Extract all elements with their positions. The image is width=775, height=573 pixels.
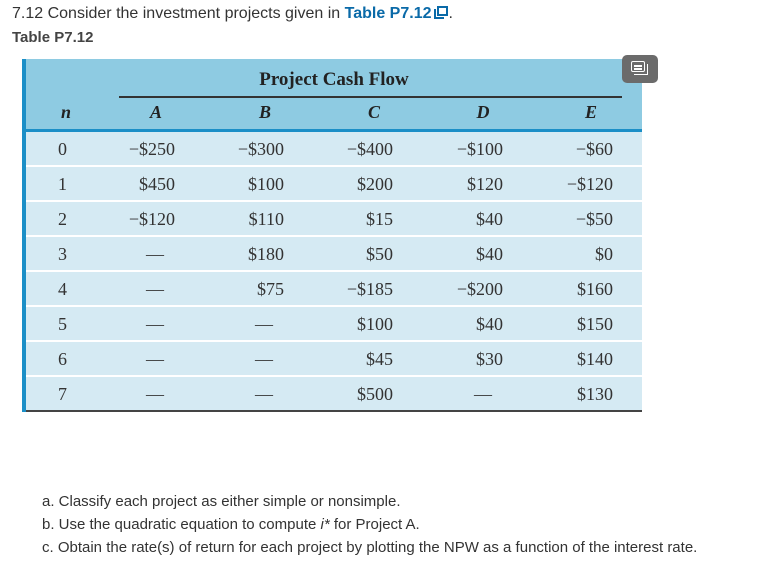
cell-c: $45 [366,349,393,369]
cell-c: $100 [357,314,393,334]
column-header-d: D [476,102,490,122]
cell-n: 0 [58,139,67,159]
table-row: 4 — $75 −$185 −$200 $160 [26,272,642,307]
cell-e: −$50 [575,209,613,229]
cell-c: −$185 [346,279,393,299]
group-header-rule [119,96,622,98]
question-b-suffix: for Project A. [329,516,420,533]
cell-e: $160 [577,279,613,299]
cell-a: −$250 [128,139,175,159]
column-header-e: E [584,102,597,122]
cell-e: −$60 [575,139,613,159]
group-header: Project Cash Flow [259,69,409,90]
problem-prefix: 7.12 Consider the investment projects gi… [12,5,345,22]
cell-a: — [146,384,164,404]
cell-n: 4 [58,279,67,299]
cell-a: — [146,279,164,299]
cell-c: $50 [366,244,393,264]
question-c: c. Obtain the rate(s) of return for each… [42,539,698,556]
cell-b: $110 [248,209,284,229]
copy-icon-back [634,64,648,75]
column-header-b: B [258,102,271,122]
cell-e: $130 [577,384,613,404]
cell-a: — [146,314,164,334]
cell-a: — [146,244,164,264]
cell-b: −$300 [237,139,284,159]
table-row: 5 — — $100 $40 $150 [26,307,642,342]
cell-a: $450 [139,174,175,194]
cash-flow-table: Project Cash Flow n A B C D E 0 −$250 −$… [22,55,658,412]
problem-suffix: . [448,5,453,22]
copy-table-icon [631,61,645,72]
column-header-a: A [149,102,162,122]
question-list: a. Classify each project as either simpl… [42,490,697,559]
cell-d: — [474,384,492,404]
cell-n: 1 [58,174,67,194]
cell-a: — [146,349,164,369]
column-header-c: C [367,102,380,122]
table-link[interactable]: Table P7.12 [344,5,432,22]
table-row: 7 — — $500 — $130 [26,377,642,412]
cell-e: $0 [595,244,613,264]
cell-c: $15 [366,209,393,229]
cell-b: $180 [248,244,284,264]
cell-e: $140 [577,349,613,369]
table-caption: Table P7.12 [12,29,94,46]
table-row: 3 — $180 $50 $40 $0 [26,237,642,272]
table-row: 0 −$250 −$300 −$400 −$100 −$60 [26,132,642,167]
question-b: b. Use the quadratic equation to compute… [42,513,697,536]
cell-d: $120 [467,174,503,194]
cell-d: $40 [476,244,503,264]
cell-n: 7 [58,384,67,404]
cell-n: 3 [58,244,67,264]
question-a: a. Classify each project as either simpl… [42,493,401,510]
cell-b: $100 [248,174,284,194]
table-row: 6 — — $45 $30 $140 [26,342,642,377]
cell-c: −$400 [346,139,393,159]
cell-d: $30 [476,349,503,369]
cell-e: −$120 [566,174,613,194]
problem-statement: 7.12 Consider the investment projects gi… [12,5,453,23]
cell-d: $40 [476,314,503,334]
cell-b: — [255,384,273,404]
cell-b: — [255,314,273,334]
cell-n: 5 [58,314,67,334]
table-header: Project Cash Flow n A B C D E [26,55,658,132]
cell-d: −$100 [456,139,503,159]
cell-n: 2 [58,209,67,229]
cell-b: — [255,349,273,369]
cell-c: $200 [357,174,393,194]
cell-c: $500 [357,384,393,404]
question-b-variable: i* [320,516,330,533]
cell-n: 6 [58,349,67,369]
cell-b: $75 [257,279,284,299]
cell-d: $40 [476,209,503,229]
cell-a: −$120 [128,209,175,229]
table-row: 1 $450 $100 $200 $120 −$120 [26,167,642,202]
external-popout-icon[interactable] [434,6,449,19]
cell-d: −$200 [456,279,503,299]
copy-table-button[interactable] [622,55,658,83]
question-b-prefix: b. Use the quadratic equation to compute [42,516,321,533]
cell-e: $150 [577,314,613,334]
column-header-n: n [60,102,71,122]
table-row: 2 −$120 $110 $15 $40 −$50 [26,202,642,237]
